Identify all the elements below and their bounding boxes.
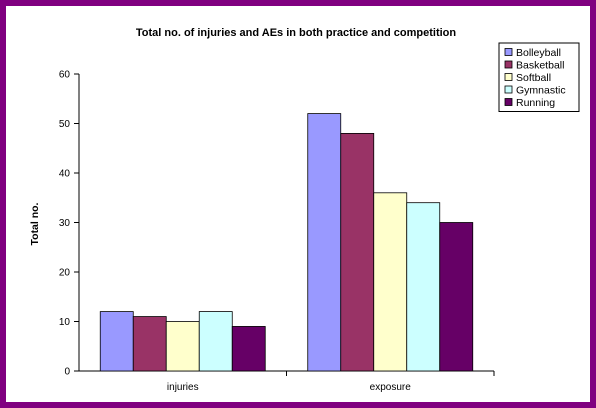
bars bbox=[99, 113, 474, 372]
legend-label: Gymnastic bbox=[516, 85, 566, 97]
bar bbox=[231, 326, 266, 372]
y-ticks: 0 10 20 30 40 50 60 bbox=[59, 70, 79, 378]
x-ticks: injuries exposure bbox=[167, 371, 495, 393]
bar bbox=[307, 113, 342, 372]
x-tick-label: exposure bbox=[370, 382, 412, 393]
bar bbox=[406, 202, 441, 372]
legend-swatch bbox=[504, 98, 513, 106]
legend-swatch bbox=[504, 60, 513, 69]
y-tick-label: 10 bbox=[59, 317, 71, 328]
legend-swatch bbox=[504, 85, 513, 94]
legend-label: Bolleyball bbox=[516, 47, 561, 59]
bar bbox=[132, 316, 167, 372]
bar bbox=[99, 311, 134, 372]
bar bbox=[340, 132, 375, 372]
y-tick-label: 0 bbox=[64, 367, 70, 378]
chart-title: Total no. of injuries and AEs in both pr… bbox=[136, 27, 457, 39]
y-axis-label: Total no. bbox=[29, 202, 41, 245]
y-tick-label: 40 bbox=[59, 169, 71, 180]
x-tick-label: injuries bbox=[167, 382, 199, 393]
y-tick-label: 20 bbox=[59, 268, 71, 279]
bar bbox=[198, 311, 233, 372]
y-tick-label: 60 bbox=[59, 70, 71, 81]
bar bbox=[439, 222, 474, 372]
bar bbox=[373, 192, 408, 372]
y-tick-label: 50 bbox=[59, 119, 71, 130]
y-tick-label: 30 bbox=[59, 218, 71, 229]
legend-label: Basketball bbox=[516, 60, 564, 72]
bar bbox=[165, 321, 200, 372]
legend-swatch bbox=[504, 73, 513, 81]
legend-label: Softball bbox=[516, 72, 551, 84]
legend-swatch bbox=[504, 48, 513, 56]
legend: BolleyballBasketballSoftballGymnasticRun… bbox=[498, 42, 580, 112]
legend-label: Running bbox=[516, 97, 555, 109]
